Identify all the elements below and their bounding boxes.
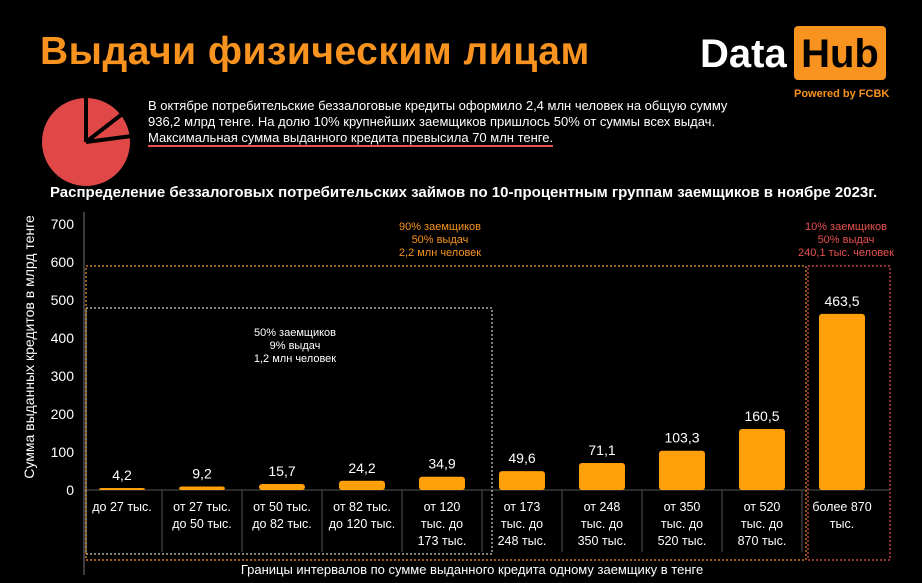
- bar-value-label: 71,1: [588, 442, 615, 458]
- y-tick-label: 400: [51, 330, 75, 346]
- x-tick-label: от 50 тыс.: [253, 500, 311, 514]
- x-tick-label: до 82 тыс.: [252, 517, 312, 531]
- x-tick-label: от 350: [664, 500, 701, 514]
- bar: [259, 484, 305, 490]
- bar-value-label: 9,2: [192, 466, 212, 482]
- chart-title: Распределение беззалоговых потребительск…: [50, 184, 878, 201]
- group-annotation-line: 1,2 млн человек: [254, 353, 336, 365]
- x-tick-label: тыс. до: [421, 517, 463, 531]
- bar: [659, 450, 705, 490]
- intro-line-3-highlight: Максимальная сумма выданного кредита пре…: [148, 130, 554, 147]
- x-tick-label: от 120: [424, 500, 461, 514]
- bar: [99, 488, 145, 490]
- group-annotation-line: 50% выдач: [818, 234, 875, 246]
- y-tick-label: 700: [51, 216, 75, 232]
- bar-value-label: 463,5: [824, 293, 859, 309]
- logo-hub-box: Hub: [794, 26, 886, 80]
- bar-value-label: 49,6: [508, 450, 535, 466]
- x-tick-label: до 50 тыс.: [172, 517, 232, 531]
- group-box-10: [807, 265, 891, 561]
- group-annotation-line: 2,2 млн человек: [399, 247, 481, 259]
- y-tick-label: 0: [66, 482, 74, 498]
- group-box-90: [85, 265, 807, 561]
- bar: [579, 462, 625, 490]
- x-tick-label: до 27 тыс.: [92, 500, 152, 514]
- y-tick-label: 600: [51, 254, 75, 270]
- x-axis-label: Границы интервалов по сумме выданного кр…: [241, 562, 703, 577]
- bar-value-label: 15,7: [268, 463, 295, 479]
- bar: [739, 429, 785, 490]
- bar-value-label: 103,3: [664, 430, 699, 446]
- x-tick-label: тыс. до: [741, 517, 783, 531]
- y-tick-label: 100: [51, 444, 75, 460]
- x-tick-label: более 870: [812, 500, 871, 514]
- x-tick-label: от 82 тыс.: [333, 500, 391, 514]
- y-tick-label: 500: [51, 292, 75, 308]
- group-annotation-line: 10% заемщиков: [805, 221, 887, 233]
- bar: [819, 313, 865, 490]
- bar-value-label: 34,9: [428, 456, 455, 472]
- x-tick-label: 520 тыс.: [658, 534, 707, 548]
- x-tick-label: тыс. до: [581, 517, 623, 531]
- x-tick-label: тыс. до: [501, 517, 543, 531]
- x-tick-label: 350 тыс.: [578, 534, 627, 548]
- group-annotation-line: 9% выдач: [270, 340, 321, 352]
- intro-line-1: В октябре потребительские беззалоговые к…: [148, 98, 728, 113]
- page-title: Выдачи физическим лицам: [40, 30, 590, 73]
- bar: [339, 480, 385, 490]
- bar-value-label: 160,5: [744, 408, 779, 424]
- logo-hub-text: Hub: [801, 32, 879, 76]
- x-tick-label: от 520: [744, 500, 781, 514]
- x-tick-label: 870 тыс.: [738, 534, 787, 548]
- y-axis-label: Сумма выданных кредитов в млрд тенге: [21, 215, 37, 479]
- x-tick-label: 173 тыс.: [418, 534, 467, 548]
- x-tick-label: тыс.: [830, 517, 854, 531]
- group-annotation-line: 50% заемщиков: [254, 327, 336, 339]
- pie-chart-icon: [42, 96, 133, 186]
- group-box-50: [85, 307, 493, 555]
- x-tick-label: от 27 тыс.: [173, 500, 231, 514]
- intro-text: В октябре потребительские беззалоговые к…: [148, 98, 788, 147]
- x-tick-label: от 173: [504, 500, 541, 514]
- y-tick-label: 200: [51, 406, 75, 422]
- logo-data-text: Data: [700, 32, 787, 76]
- group-annotation-line: 50% выдач: [412, 234, 469, 246]
- intro-line-2: 936,2 млрд тенге. На долю 10% крупнейших…: [148, 114, 716, 129]
- bar: [419, 476, 465, 490]
- group-annotation-line: 240,1 тыс. человек: [798, 247, 894, 259]
- x-tick-label: до 120 тыс.: [329, 517, 395, 531]
- x-tick-label: 248 тыс.: [498, 534, 547, 548]
- x-tick-label: от 248: [584, 500, 621, 514]
- logo-powered-by: Powered by FCBK: [794, 88, 890, 100]
- datahub-logo: Data Hub Powered by FCBK: [700, 26, 890, 106]
- bar-value-label: 24,2: [348, 460, 375, 476]
- bar: [179, 486, 225, 490]
- bar: [499, 471, 545, 490]
- group-annotation-line: 90% заемщиков: [399, 221, 481, 233]
- bar-value-label: 4,2: [112, 467, 132, 483]
- y-tick-label: 300: [51, 368, 75, 384]
- x-tick-label: тыс. до: [661, 517, 703, 531]
